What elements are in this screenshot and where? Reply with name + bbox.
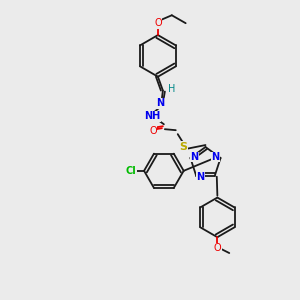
Text: S: S — [180, 142, 188, 152]
Text: N: N — [190, 152, 198, 162]
Text: N: N — [156, 98, 164, 108]
Text: N: N — [196, 172, 204, 182]
Text: H: H — [168, 84, 176, 94]
Text: Cl: Cl — [126, 166, 136, 176]
Text: NH: NH — [144, 111, 160, 121]
Text: O: O — [214, 243, 221, 253]
Text: O: O — [154, 18, 162, 28]
Text: N: N — [212, 152, 220, 162]
Text: O: O — [149, 126, 157, 136]
